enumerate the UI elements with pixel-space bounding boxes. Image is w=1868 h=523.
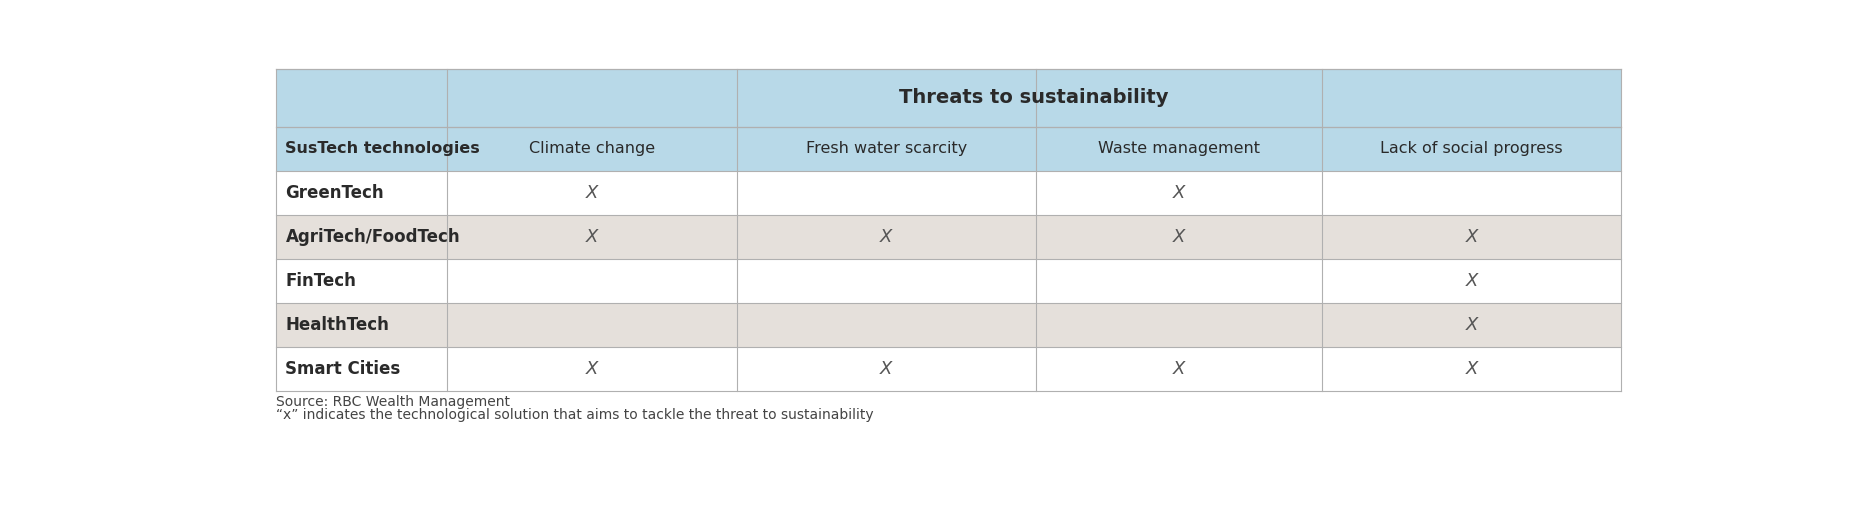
Bar [276, 303, 1621, 347]
Text: Lack of social progress: Lack of social progress [1380, 142, 1564, 156]
Bar [276, 69, 446, 127]
Text: X: X [1173, 228, 1184, 246]
Bar [1323, 127, 1621, 172]
Text: X: X [880, 360, 893, 378]
Text: X: X [587, 360, 598, 378]
Text: FinTech: FinTech [286, 272, 357, 290]
Text: X: X [1465, 316, 1478, 334]
Text: HealthTech: HealthTech [286, 316, 389, 334]
Text: Waste management: Waste management [1098, 142, 1261, 156]
Bar [446, 127, 738, 172]
Text: AgriTech/FoodTech: AgriTech/FoodTech [286, 228, 460, 246]
Text: GreenTech: GreenTech [286, 184, 385, 202]
Bar [738, 127, 1035, 172]
Bar [276, 127, 446, 172]
Text: X: X [587, 184, 598, 202]
Text: Climate change: Climate change [529, 142, 656, 156]
Text: Fresh water scarcity: Fresh water scarcity [805, 142, 968, 156]
Text: Smart Cities: Smart Cities [286, 360, 400, 378]
Bar [276, 215, 1621, 259]
Text: X: X [1465, 360, 1478, 378]
Bar [276, 172, 1621, 215]
Text: X: X [880, 228, 893, 246]
Text: X: X [587, 228, 598, 246]
Text: Source: RBC Wealth Management: Source: RBC Wealth Management [276, 395, 510, 410]
Bar [1035, 127, 1323, 172]
Text: X: X [1173, 360, 1184, 378]
Bar [276, 347, 1621, 391]
Bar [446, 69, 1621, 127]
Text: “x” indicates the technological solution that aims to tackle the threat to susta: “x” indicates the technological solution… [276, 408, 874, 422]
Text: X: X [1465, 272, 1478, 290]
Text: Threats to sustainability: Threats to sustainability [899, 88, 1169, 107]
Text: SusTech technologies: SusTech technologies [286, 142, 480, 156]
Text: X: X [1465, 228, 1478, 246]
Bar [276, 259, 1621, 303]
Text: X: X [1173, 184, 1184, 202]
